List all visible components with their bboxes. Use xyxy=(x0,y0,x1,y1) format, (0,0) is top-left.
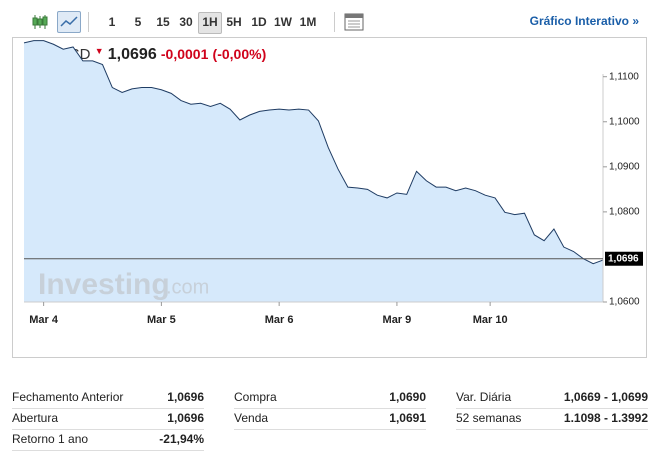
interval-button[interactable]: 1M xyxy=(299,15,317,29)
stat-label: Var. Diária xyxy=(456,390,512,404)
stat-value: 1.1098 - 1.3992 xyxy=(563,411,648,425)
chart-box: EUR/USD ▼ 1,0696 -0,0001 (-0,00%) Invest… xyxy=(12,37,647,358)
stat-value: 1,0696 xyxy=(167,411,204,425)
stats-row: Retorno 1 ano -21,94% xyxy=(12,430,204,451)
stats-row: Fechamento Anterior 1,0696 xyxy=(12,388,204,409)
down-arrow: ▼ xyxy=(94,46,104,56)
change: -0,0001 xyxy=(160,46,209,62)
stat-label: Compra xyxy=(234,390,277,404)
interval-button[interactable]: 1 xyxy=(108,15,116,29)
separator xyxy=(88,12,89,32)
watermark: Investing xyxy=(38,268,170,301)
separator xyxy=(334,12,335,32)
stats-row: Compra 1,0690 xyxy=(234,388,426,409)
interval-button[interactable]: 5 xyxy=(134,15,142,29)
interval-button[interactable]: 5H xyxy=(226,15,242,29)
change-pct: (-0,00%) xyxy=(212,46,267,62)
x-tick-label: Mar 10 xyxy=(473,314,508,326)
interval-button[interactable]: 30 xyxy=(179,15,193,29)
stat-value: 1,0669 - 1,0699 xyxy=(563,390,648,404)
last-price-label: 1,0696 xyxy=(608,253,639,264)
stats-row: Var. Diária 1,0669 - 1,0699 xyxy=(456,388,648,409)
area-fill xyxy=(24,40,603,302)
y-tick-label: 1,0800 xyxy=(609,207,640,218)
x-tick-label: Mar 5 xyxy=(147,314,176,326)
interval-button[interactable]: 1D xyxy=(251,15,267,29)
price-line xyxy=(23,40,604,265)
stat-label: 52 semanas xyxy=(456,411,522,425)
link-arrow[interactable]: » xyxy=(632,14,639,28)
y-tick-label: 1,0600 xyxy=(609,297,640,308)
y-tick-label: 1,0900 xyxy=(609,161,640,172)
stat-value: 1,0696 xyxy=(167,390,204,404)
toolbar: Gráfico Interativo » 1 5 15 30 1H 5H 1D 1W 1M xyxy=(12,8,647,36)
link-text[interactable]: Gráfico Interativo xyxy=(529,14,629,28)
x-tick-label: Mar 4 xyxy=(29,314,59,326)
stat-label: Abertura xyxy=(12,411,59,425)
last-price-box xyxy=(605,251,643,266)
stat-label: Retorno 1 ano xyxy=(12,432,89,446)
price: 1,0696 xyxy=(107,46,157,63)
stats-row: Abertura 1,0696 xyxy=(12,409,204,430)
line-icon[interactable] xyxy=(57,11,81,33)
stat-value: 1,0690 xyxy=(389,390,426,404)
stat-label: Venda xyxy=(234,411,269,425)
candle-icon[interactable] xyxy=(32,14,48,30)
stats-row: 52 semanas 1.1098 - 1.3992 xyxy=(456,409,648,430)
watermark-suffix: .com xyxy=(166,276,209,298)
calendar-icon[interactable] xyxy=(344,13,364,31)
interval-button[interactable]: 1W xyxy=(274,15,292,29)
y-tick-label: 1,1100 xyxy=(609,71,639,82)
interval-button[interactable]: 15 xyxy=(156,15,170,29)
stat-value: -21,94% xyxy=(159,432,204,446)
x-tick-label: Mar 9 xyxy=(383,314,412,326)
interactive-link[interactable]: Gráfico Interativo » xyxy=(530,14,639,28)
stats-row: Venda 1,0691 xyxy=(234,409,426,430)
chart: Investing.com 1,1100 1,1000 1,0900 1,0800 1,0… xyxy=(23,40,643,326)
stat-value: 1,0691 xyxy=(389,411,426,425)
x-tick-label: Mar 6 xyxy=(265,314,294,326)
y-tick-label: 1,1000 xyxy=(609,116,640,127)
interval-button[interactable]: 1H xyxy=(198,12,222,34)
stat-label: Fechamento Anterior xyxy=(12,390,124,404)
